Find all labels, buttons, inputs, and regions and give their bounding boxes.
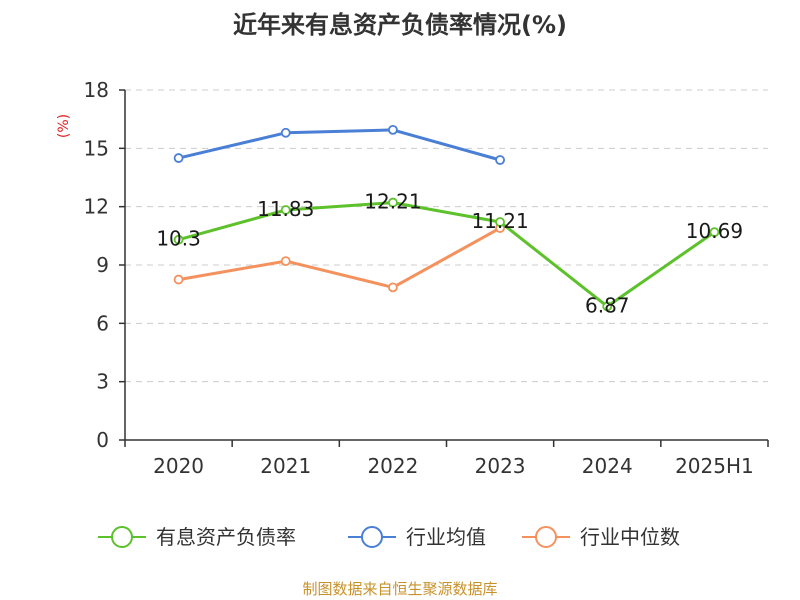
data-point xyxy=(280,256,291,267)
data-point xyxy=(280,127,291,138)
data-label: 11.21 xyxy=(471,209,528,233)
legend-label: 有息资产负债率 xyxy=(156,525,296,549)
x-tick-label-2024: 2024 xyxy=(582,454,633,478)
data-point xyxy=(173,274,184,285)
source-note: 制图数据来自恒生聚源数据库 xyxy=(302,580,497,598)
series-0 xyxy=(173,197,720,312)
y-tick-label: 3 xyxy=(96,370,109,394)
chart-title: 近年来有息资产负债率情况(%) xyxy=(233,11,567,39)
series-line-1 xyxy=(178,128,501,162)
x-tick-label-2021: 2021 xyxy=(260,454,311,478)
legend-marker xyxy=(111,526,133,548)
legend: 有息资产负债率 行业均值 行业中位数 xyxy=(98,525,680,549)
y-tick-label: 6 xyxy=(96,311,109,335)
legend-item-1: 行业均值 xyxy=(348,525,486,549)
data-point xyxy=(709,227,720,238)
legend-item-0: 有息资产负债率 xyxy=(98,525,296,549)
y-axis-unit-label: (%) xyxy=(56,114,72,138)
y-tick-label: 12 xyxy=(84,195,109,219)
data-point xyxy=(173,153,184,163)
y-tick-label: 18 xyxy=(84,78,109,102)
legend-marker xyxy=(535,526,557,548)
data-label: 10.3 xyxy=(156,227,201,251)
data-point xyxy=(495,217,505,227)
data-point xyxy=(173,234,184,245)
series-line-0 xyxy=(178,201,716,308)
data-point xyxy=(388,282,398,293)
data-labels: 10.3 11.83 12.21 11.21 6.87 10.69 xyxy=(156,190,743,318)
x-tick-label-2020: 2020 xyxy=(153,454,204,478)
y-tick-label: 15 xyxy=(84,136,109,160)
y-tick-label: 0 xyxy=(96,428,109,452)
y-tick-label: 9 xyxy=(96,253,109,277)
data-point xyxy=(388,124,398,135)
x-tick-label-2025H1: 2025H1 xyxy=(675,454,754,478)
data-point xyxy=(495,155,505,165)
x-tick-label-2022: 2022 xyxy=(367,454,418,478)
gridlines xyxy=(125,89,768,383)
series-2 xyxy=(173,223,505,293)
data-label: 12.21 xyxy=(364,190,421,214)
x-tick-label-2023: 2023 xyxy=(475,454,526,478)
data-point xyxy=(388,197,398,208)
legend-item-2: 行业中位数 xyxy=(522,525,680,549)
series-1 xyxy=(173,124,505,165)
data-label: 10.69 xyxy=(686,219,743,243)
series-lines xyxy=(173,124,720,312)
data-point xyxy=(280,205,291,215)
axes: 0 3 6 9 12 15 18 2020 2021 2022 2023 2024 2025H1 xyxy=(84,78,769,478)
legend-label: 行业均值 xyxy=(406,525,486,549)
legend-label: 行业中位数 xyxy=(580,525,680,549)
data-point xyxy=(602,301,613,312)
data-label: 6.87 xyxy=(585,293,630,317)
legend-marker xyxy=(361,526,383,548)
series-line-2 xyxy=(178,226,501,289)
data-label: 11.83 xyxy=(257,197,314,221)
